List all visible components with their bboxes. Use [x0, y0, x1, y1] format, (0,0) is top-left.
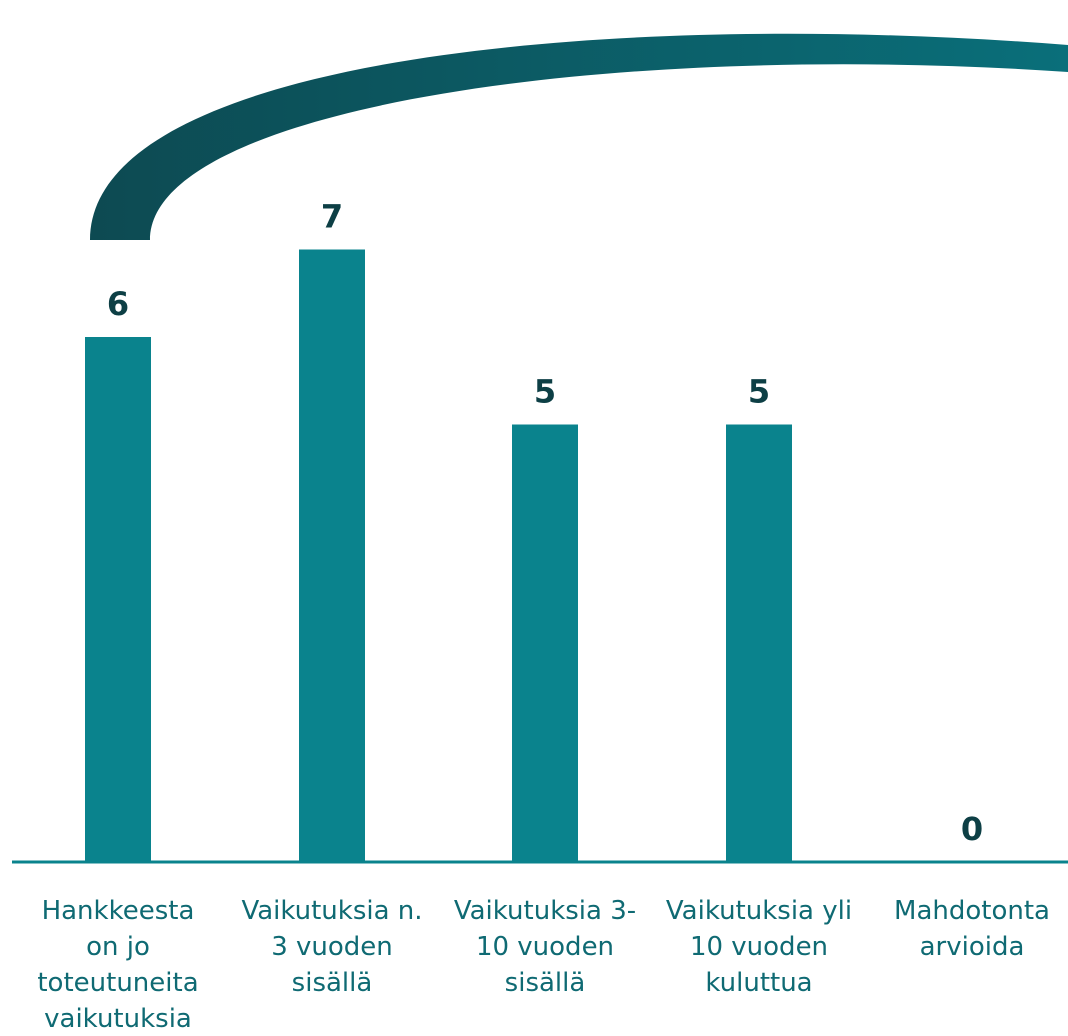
bar-4 [726, 424, 792, 862]
value-labels: 6 7 5 5 0 [107, 198, 983, 849]
category-label-line: kuluttua [705, 968, 812, 998]
value-label-3: 5 [534, 373, 556, 411]
category-label-line: 10 vuoden [476, 932, 614, 962]
category-label-line: toteutuneita [37, 968, 198, 998]
value-label-4: 5 [748, 373, 770, 411]
category-label-line: 3 vuoden [271, 932, 393, 962]
decorative-arc [90, 33, 1068, 240]
category-label-2: Vaikutuksia n. 3 vuoden sisällä [241, 896, 422, 998]
category-label-5: Mahdotonta arvioida [894, 896, 1050, 962]
category-label-line: sisällä [505, 968, 586, 998]
category-label-line: 10 vuoden [690, 932, 828, 962]
value-label-5: 0 [961, 810, 983, 848]
bars [85, 249, 792, 862]
bar-1 [85, 337, 151, 862]
bar-3 [512, 424, 578, 862]
category-label-3: Vaikutuksia 3- 10 vuoden sisällä [454, 896, 636, 998]
category-label-line: Vaikutuksia 3- [454, 896, 636, 926]
value-label-1: 6 [107, 285, 129, 323]
category-label-line: arvioida [920, 932, 1025, 962]
category-label-4: Vaikutuksia yli 10 vuoden kuluttua [666, 896, 852, 998]
category-label-line: Vaikutuksia n. [241, 896, 422, 926]
category-label-line: on jo [86, 932, 150, 962]
category-labels: Hankkeesta on jo toteutuneita vaikutuksia Va… [37, 896, 1050, 1034]
category-label-line: Mahdotonta [894, 896, 1050, 926]
bar-2 [299, 249, 365, 862]
category-label-line: Vaikutuksia yli [666, 896, 852, 926]
category-label-line: sisällä [292, 968, 373, 998]
category-label-line: Hankkeesta [42, 896, 195, 926]
category-label-1: Hankkeesta on jo toteutuneita vaikutuksia [37, 896, 198, 1034]
value-label-2: 7 [321, 198, 343, 236]
category-label-line: vaikutuksia [44, 1004, 192, 1034]
